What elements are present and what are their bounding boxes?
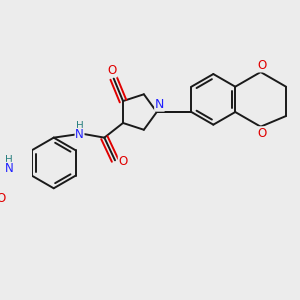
Text: O: O	[257, 127, 267, 140]
Text: O: O	[257, 59, 267, 72]
Text: O: O	[108, 64, 117, 77]
Text: H: H	[5, 155, 13, 165]
Text: O: O	[0, 192, 6, 205]
Text: N: N	[5, 163, 14, 176]
Text: N: N	[155, 98, 164, 111]
Text: H: H	[76, 121, 83, 131]
Text: O: O	[118, 155, 127, 168]
Text: N: N	[75, 128, 84, 142]
